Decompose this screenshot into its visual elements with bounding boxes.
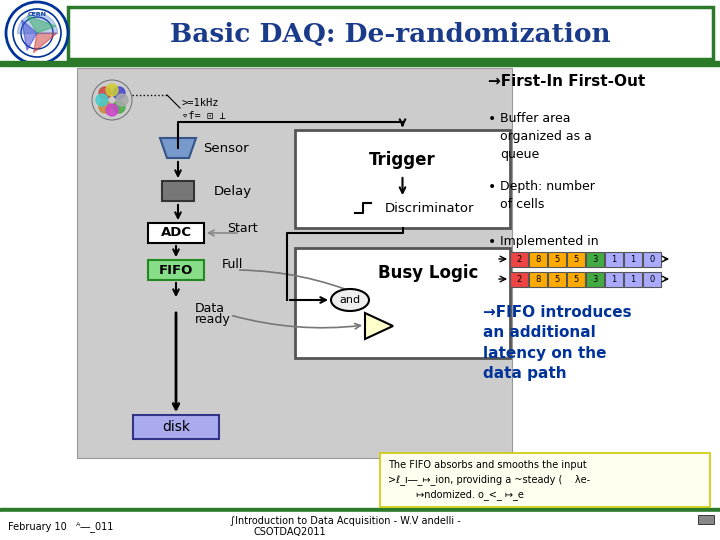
Text: ADC: ADC [161, 226, 192, 240]
Text: February 10   ᴬ―_011: February 10 ᴬ―_011 [8, 522, 113, 532]
Text: Implemented in: Implemented in [500, 235, 598, 248]
Bar [162, 181, 194, 201]
Polygon shape [34, 33, 57, 53]
Text: 1: 1 [611, 255, 616, 264]
Text: Busy Logic: Busy Logic [378, 264, 479, 282]
Text: ready: ready [195, 314, 230, 327]
Bar [643, 272, 661, 287]
Text: 1: 1 [611, 275, 616, 284]
Bar [586, 272, 604, 287]
Bar [295, 248, 510, 358]
Text: 3: 3 [593, 275, 598, 284]
Text: Depth: number
of cells: Depth: number of cells [500, 180, 595, 211]
Polygon shape [365, 313, 393, 339]
Circle shape [106, 84, 118, 96]
Bar [586, 252, 604, 267]
Text: 5: 5 [554, 255, 559, 264]
Circle shape [113, 87, 125, 99]
Circle shape [99, 87, 111, 99]
Circle shape [99, 101, 111, 113]
Text: >=1kHz: >=1kHz [182, 98, 220, 108]
Text: 1: 1 [631, 275, 636, 284]
Text: Start: Start [227, 221, 258, 234]
Bar [380, 453, 710, 507]
Text: CSOTDAQ2011: CSOTDAQ2011 [253, 527, 325, 537]
Polygon shape [160, 138, 196, 158]
Text: 8: 8 [535, 275, 541, 284]
Text: 1: 1 [631, 255, 636, 264]
Bar [510, 272, 528, 287]
Text: 5: 5 [554, 275, 559, 284]
Text: 2: 2 [516, 255, 521, 264]
Circle shape [116, 94, 128, 106]
Bar [605, 252, 623, 267]
Text: Trigger: Trigger [369, 151, 436, 169]
Text: Data: Data [195, 301, 225, 314]
Bar [0, 508, 720, 512]
Text: 2: 2 [516, 275, 521, 284]
Text: 5: 5 [573, 275, 579, 284]
Text: Basic DAQ: De-randomization: Basic DAQ: De-randomization [170, 22, 611, 46]
Text: →First-In First-Out: →First-In First-Out [488, 75, 645, 90]
Bar [148, 260, 204, 280]
Bar [698, 515, 714, 524]
Text: ∫Introduction to Data Acquisition - W.V andelli -: ∫Introduction to Data Acquisition - W.V … [230, 516, 461, 526]
Circle shape [113, 101, 125, 113]
Bar [529, 272, 547, 287]
Bar [133, 415, 219, 439]
Text: CERN: CERN [27, 12, 47, 17]
Text: 8: 8 [535, 255, 541, 264]
Bar [567, 272, 585, 287]
Text: Delay: Delay [214, 185, 252, 198]
Text: •: • [488, 235, 496, 249]
Circle shape [106, 104, 118, 116]
Text: 5: 5 [573, 255, 579, 264]
Bar [148, 223, 204, 243]
Bar [0, 61, 720, 66]
Text: 0: 0 [649, 255, 654, 264]
Bar [0, 512, 720, 540]
Text: disk: disk [162, 420, 190, 434]
Text: The FIFO absorbs and smooths the input
>ℓ_ı―_↦_ion, providing a ~steady (    λe-: The FIFO absorbs and smooths the input >… [388, 460, 590, 500]
Bar [510, 252, 528, 267]
Text: and: and [339, 295, 361, 305]
Bar [77, 68, 512, 458]
Bar [567, 252, 585, 267]
Text: Buffer area
organized as a
queue: Buffer area organized as a queue [500, 112, 592, 161]
Bar [605, 272, 623, 287]
Circle shape [6, 2, 68, 64]
Text: →FIFO introduces
an additional
latency on the
data path: →FIFO introduces an additional latency o… [483, 305, 631, 381]
Bar [68, 7, 713, 59]
Circle shape [96, 94, 108, 106]
Polygon shape [27, 16, 55, 33]
Text: Sensor: Sensor [203, 141, 248, 154]
Text: •: • [488, 180, 496, 194]
Polygon shape [22, 20, 37, 50]
Bar [529, 252, 547, 267]
Bar [548, 272, 566, 287]
Text: 0: 0 [649, 275, 654, 284]
Bar [548, 252, 566, 267]
Bar [643, 252, 661, 267]
Bar [624, 252, 642, 267]
Text: •: • [488, 112, 496, 126]
Bar [295, 130, 510, 228]
Ellipse shape [331, 289, 369, 311]
Text: Full: Full [222, 259, 243, 272]
Text: FIFO: FIFO [159, 264, 193, 276]
Text: ⌔f= ⊡_⊥: ⌔f= ⊡_⊥ [182, 111, 226, 122]
Bar [624, 272, 642, 287]
Text: 3: 3 [593, 255, 598, 264]
Text: Discriminator: Discriminator [385, 201, 474, 214]
